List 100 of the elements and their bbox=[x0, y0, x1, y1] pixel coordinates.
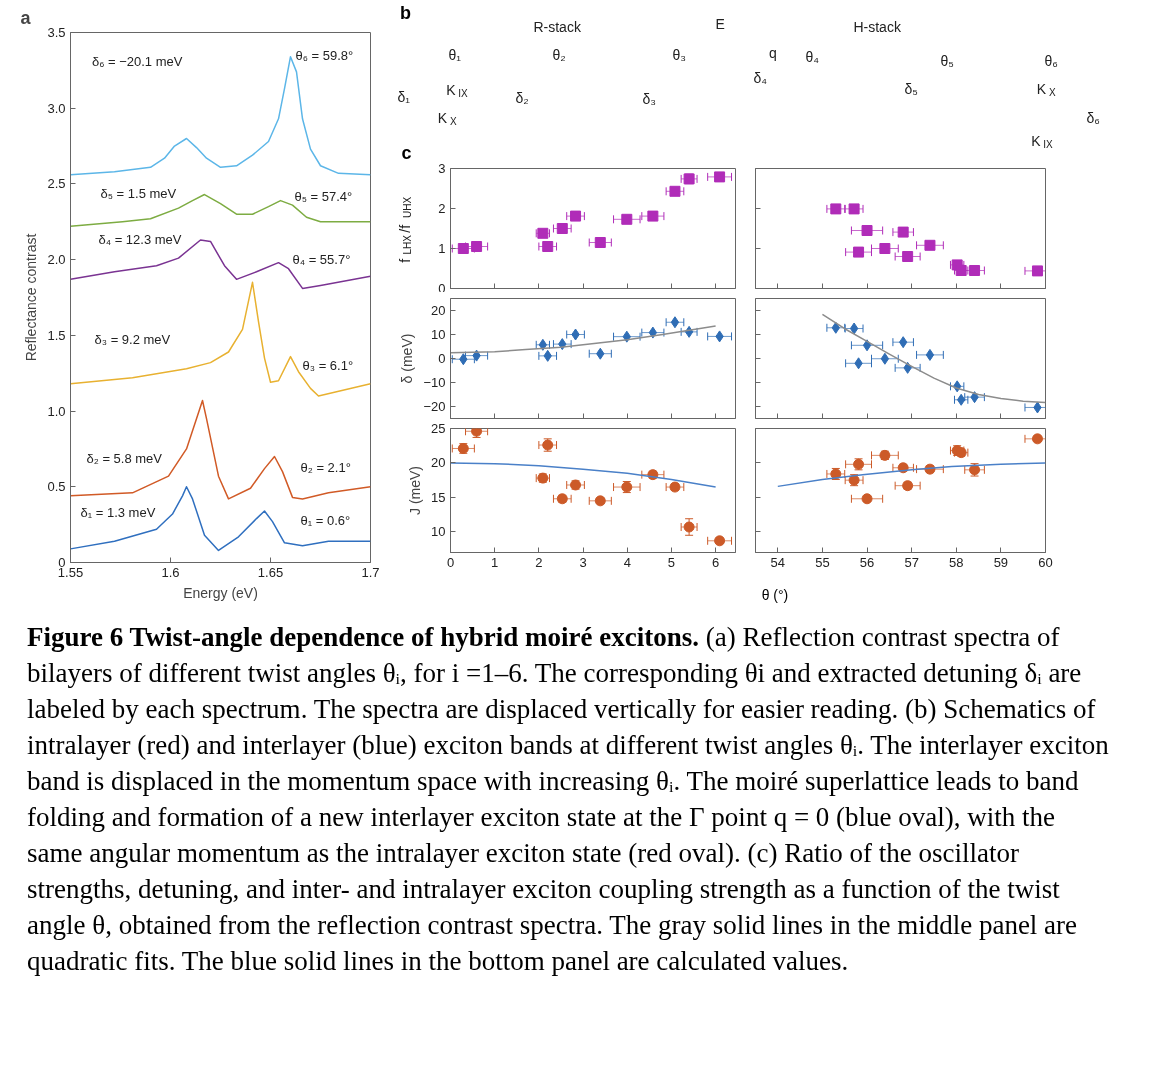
point bbox=[457, 243, 469, 254]
point bbox=[714, 171, 726, 183]
y-tick-label: 2.0 bbox=[47, 252, 66, 268]
y-tick-label: 1 bbox=[438, 241, 446, 256]
point bbox=[853, 246, 865, 258]
x-tick-label: 1 bbox=[491, 554, 499, 570]
text: R-stack bbox=[533, 18, 582, 35]
x-axis-title: θ (°) bbox=[761, 586, 789, 605]
point bbox=[861, 225, 873, 236]
text: Figure 6 Twist-angle dependence of hybrid moiré excitons. bbox=[27, 622, 699, 652]
y-tick-label: 3.5 bbox=[47, 25, 66, 40]
point bbox=[897, 226, 909, 238]
text: b bbox=[400, 2, 411, 23]
y-tick-label: 10 bbox=[431, 327, 446, 342]
point bbox=[647, 210, 659, 222]
annotation: θ₁ = 0.6° bbox=[300, 512, 351, 528]
y-tick-label: −10 bbox=[423, 375, 446, 390]
x-tick-label: 2 bbox=[535, 554, 543, 570]
point bbox=[902, 251, 914, 262]
y-tick-label: 0 bbox=[438, 351, 446, 366]
point bbox=[830, 203, 842, 215]
y-tick-label: 3.0 bbox=[47, 100, 66, 116]
text: θ₅ bbox=[940, 52, 954, 69]
x-axis-title: Energy (eV) bbox=[183, 584, 258, 601]
y-tick-label: 1.5 bbox=[47, 327, 66, 343]
y-axis-title: Reflectance contrast bbox=[23, 233, 40, 362]
line-series bbox=[450, 325, 717, 354]
annotation: δ₄ = 12.3 meV bbox=[98, 232, 182, 248]
text: δ₄ bbox=[753, 69, 768, 86]
text: δ₁ bbox=[397, 88, 411, 105]
point bbox=[594, 237, 606, 248]
annotation: δ₆ = −20.1 meV bbox=[91, 53, 183, 69]
y-axis-title: fLHX/fUHX bbox=[396, 196, 413, 263]
text: q bbox=[769, 44, 777, 61]
y-tick-label: 2 bbox=[438, 201, 446, 216]
annotation: θ₄ = 55.7° bbox=[292, 252, 351, 268]
y-tick-label: 3 bbox=[438, 161, 446, 176]
text: δ₃ bbox=[642, 90, 656, 107]
y-tick-label: 20 bbox=[431, 303, 446, 318]
point bbox=[621, 213, 633, 225]
point bbox=[556, 223, 568, 234]
text: θ₄ bbox=[805, 48, 820, 65]
point bbox=[1031, 265, 1043, 277]
x-tick-label: 58 bbox=[949, 554, 964, 570]
text: θ₂ bbox=[552, 46, 566, 63]
text: δ₅ bbox=[904, 80, 918, 97]
x-tick-label: 3 bbox=[579, 554, 587, 570]
point bbox=[669, 185, 681, 197]
y-tick-label: 15 bbox=[431, 489, 446, 505]
y-axis-title: J (meV) bbox=[407, 466, 424, 515]
point bbox=[879, 243, 891, 254]
y-tick-label: 0.5 bbox=[47, 479, 66, 495]
x-tick-label: 6 bbox=[712, 554, 720, 570]
annotation: θ₂ = 2.1° bbox=[300, 459, 351, 475]
x-tick-label: 54 bbox=[770, 554, 786, 570]
x-tick-label: 56 bbox=[859, 554, 875, 570]
y-axis-title: δ (meV) bbox=[399, 333, 416, 384]
y-tick-label: 2.5 bbox=[47, 176, 66, 192]
annotation: δ₂ = 5.8 meV bbox=[86, 450, 163, 466]
annotation: δ₁ = 1.3 meV bbox=[80, 505, 156, 521]
text: δ₆ bbox=[1086, 109, 1100, 126]
text: H-stack bbox=[853, 18, 902, 35]
text: θ₃ bbox=[672, 46, 686, 63]
point bbox=[969, 265, 981, 276]
x-tick-label: 1.65 bbox=[257, 564, 284, 580]
point bbox=[849, 322, 859, 335]
text: θ₆ bbox=[1044, 52, 1058, 69]
x-tick-label: 5 bbox=[667, 554, 676, 570]
point bbox=[925, 348, 935, 361]
x-tick-label: 57 bbox=[904, 554, 919, 570]
x-tick-label: 1.6 bbox=[161, 564, 180, 580]
x-tick-label: 60 bbox=[1038, 554, 1053, 570]
point bbox=[542, 241, 554, 252]
text: δ₂ bbox=[515, 89, 529, 106]
annotation: θ₅ = 57.4° bbox=[294, 188, 353, 204]
point bbox=[848, 203, 860, 215]
y-tick-label: 25 bbox=[431, 421, 446, 436]
y-tick-label: 10 bbox=[431, 524, 446, 540]
point bbox=[880, 352, 890, 365]
point bbox=[471, 241, 483, 252]
x-tick-label: 59 bbox=[993, 554, 1009, 570]
x-tick-label: 55 bbox=[815, 554, 830, 570]
x-tick-label: 4 bbox=[623, 554, 631, 570]
y-tick-label: 1.0 bbox=[47, 403, 66, 419]
annotation: δ₅ = 1.5 meV bbox=[100, 185, 177, 201]
chart-title: c bbox=[401, 142, 412, 163]
y-tick-label: 0 bbox=[438, 280, 446, 296]
chart-title: a bbox=[20, 7, 32, 28]
text: θ₁ bbox=[448, 46, 462, 63]
point bbox=[924, 239, 936, 251]
line-series bbox=[70, 486, 371, 552]
annotation: θ₃ = 6.1° bbox=[302, 358, 354, 374]
y-tick-label: 20 bbox=[431, 455, 446, 471]
text: E bbox=[715, 15, 725, 32]
x-tick-label: 1.7 bbox=[361, 564, 380, 580]
annotation: θ₆ = 59.8° bbox=[295, 47, 354, 63]
y-tick-label: −20 bbox=[423, 399, 446, 414]
point bbox=[570, 210, 582, 222]
line-series bbox=[70, 281, 371, 397]
line-series bbox=[70, 399, 371, 500]
